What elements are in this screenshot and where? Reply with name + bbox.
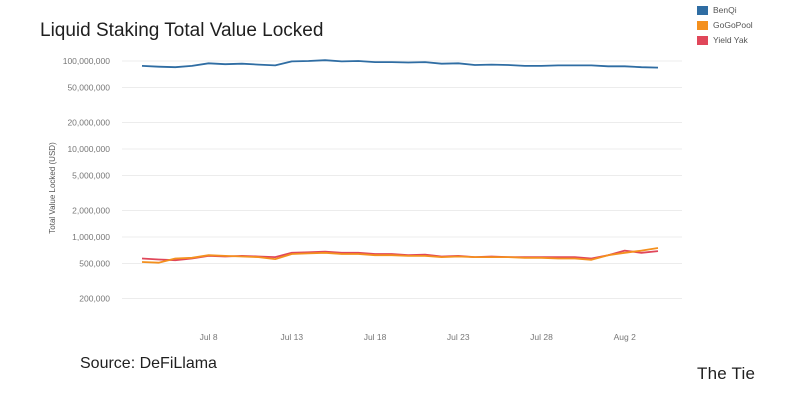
y-tick-label: 500,000 [79,258,110,268]
x-tick-label: Jul 8 [200,332,218,342]
y-tick-label: 200,000 [79,293,110,303]
legend-item-gogopool[interactable]: GoGoPool [697,19,753,31]
brand-logo: The Tie [697,364,756,383]
series-lines [141,59,659,264]
x-axis-ticks: Jul 8 Jul 13 Jul 18 Jul 23 Jul 28 Aug 2 [200,332,636,342]
y-axis-ticks: 100,000,000 50,000,000 20,000,000 10,000,00… [63,56,111,304]
legend: BenQi GoGoPool Yield Yak [697,4,753,49]
legend-item-benqi[interactable]: BenQi [697,4,753,16]
y-tick-label: 10,000,000 [67,144,110,154]
gridlines [122,60,682,299]
x-tick-label: Jul 28 [530,332,553,342]
legend-swatch-yield-yak [697,35,708,45]
legend-swatch-gogopool [697,20,708,30]
y-tick-label: 2,000,000 [72,205,110,215]
legend-swatch-benqi [697,5,708,15]
x-tick-label: Jul 13 [280,332,303,342]
legend-label-gogopool: GoGoPool [713,20,753,30]
chart-title: Liquid Staking Total Value Locked [40,20,324,41]
x-tick-label: Aug 2 [614,332,636,342]
legend-label-yield-yak: Yield Yak [713,35,748,45]
y-tick-label: 5,000,000 [72,170,110,180]
legend-item-yield-yak[interactable]: Yield Yak [697,34,753,46]
source-note: Source: DeFiLlama [80,355,217,372]
y-tick-label: 20,000,000 [67,117,110,127]
series-line-gogopool[interactable] [141,247,659,264]
y-tick-label: 100,000,000 [63,56,111,66]
y-axis-title: Total Value Locked (USD) [48,142,57,234]
x-tick-label: Jul 18 [364,332,387,342]
y-tick-label: 50,000,000 [67,82,110,92]
legend-label-benqi: BenQi [713,5,737,15]
series-line-benqi[interactable] [141,59,659,69]
x-tick-label: Jul 23 [447,332,470,342]
y-tick-label: 1,000,000 [72,232,110,242]
